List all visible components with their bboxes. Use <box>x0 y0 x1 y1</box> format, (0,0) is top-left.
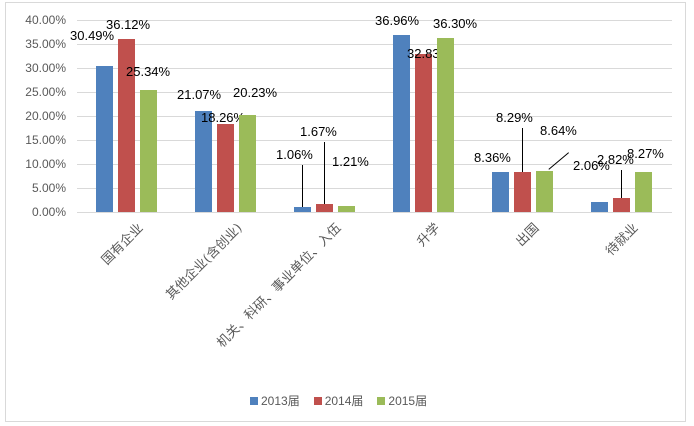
gridline <box>77 44 672 45</box>
y-tick-label: 35.00% <box>25 37 66 51</box>
gridline <box>77 92 672 93</box>
bar-2013届[interactable] <box>96 65 113 212</box>
data-label: 8.27% <box>627 146 664 162</box>
legend: 2013届 2014届 2015届 <box>250 392 427 409</box>
leader-line <box>324 141 325 204</box>
data-label: 8.64% <box>540 122 577 138</box>
gridline <box>77 140 672 141</box>
bar-2014届[interactable] <box>613 198 630 212</box>
bar-2014届[interactable] <box>514 172 531 212</box>
gridline <box>77 68 672 69</box>
y-tick-label: 5.00% <box>31 181 66 195</box>
leader-line <box>522 128 523 173</box>
legend-label: 2015届 <box>388 394 428 408</box>
bar-2013届[interactable] <box>492 171 509 212</box>
bar-2014届[interactable] <box>316 203 333 212</box>
data-label: 8.36% <box>474 149 511 165</box>
legend-item-2013[interactable]: 2013届 <box>250 392 300 409</box>
data-label: 2.82% <box>597 152 634 168</box>
gridline <box>77 116 672 117</box>
legend-swatch-2015 <box>377 396 386 405</box>
y-tick-label: 0.00% <box>31 205 66 219</box>
y-tick-label: 40.00% <box>25 13 66 27</box>
bar-2015届[interactable] <box>140 90 157 212</box>
data-label: 21.07% <box>177 86 222 102</box>
data-label: 18.26% <box>201 110 246 126</box>
bar-2014届[interactable] <box>217 124 234 212</box>
leader-line <box>302 164 303 207</box>
data-label: 1.67% <box>300 123 337 139</box>
y-tick-label: 10.00% <box>25 157 66 171</box>
data-label: 36.12% <box>106 16 151 32</box>
gridline <box>77 188 672 189</box>
bar-2014届[interactable] <box>415 54 432 212</box>
data-label: 20.23% <box>233 84 278 100</box>
leader-line <box>621 170 622 199</box>
legend-item-2014[interactable]: 2014届 <box>313 392 364 409</box>
data-label: 8.29% <box>496 110 533 126</box>
bar-2013届[interactable] <box>393 34 410 212</box>
legend-label: 2013届 <box>261 394 300 408</box>
bar-2014届[interactable] <box>118 38 135 212</box>
bar-2015届[interactable] <box>536 170 553 212</box>
legend-swatch-2014 <box>313 396 322 405</box>
y-tick-label: 15.00% <box>25 133 66 147</box>
gridline <box>77 20 672 21</box>
data-label: 36.30% <box>433 15 478 31</box>
legend-item-2015[interactable]: 2015届 <box>377 392 427 409</box>
bar-2015届[interactable] <box>437 37 454 212</box>
gridline <box>77 212 672 213</box>
bar-2015届[interactable] <box>635 172 652 212</box>
legend-label: 2014届 <box>324 394 364 408</box>
y-tick-label: 25.00% <box>25 85 66 99</box>
gridline <box>77 164 672 165</box>
legend-swatch-2013 <box>250 396 258 405</box>
data-label: 30.49% <box>70 27 115 43</box>
bar-2013届[interactable] <box>195 110 212 212</box>
bar-2015届[interactable] <box>338 206 355 212</box>
y-tick-label: 20.00% <box>25 109 66 123</box>
y-tick-label: 30.00% <box>25 61 66 75</box>
data-label: 1.06% <box>276 146 313 162</box>
bar-2013届[interactable] <box>294 206 311 212</box>
data-label: 25.34% <box>126 64 171 80</box>
data-label: 1.21% <box>332 154 369 170</box>
bar-2013届[interactable] <box>591 202 608 212</box>
data-label: 2.06% <box>573 158 610 174</box>
bar-2015届[interactable] <box>239 114 256 212</box>
data-label: 36.96% <box>375 12 420 28</box>
